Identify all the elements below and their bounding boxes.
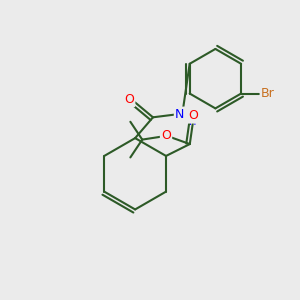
Text: Br: Br bbox=[261, 87, 275, 100]
Text: O: O bbox=[124, 93, 134, 106]
Text: H: H bbox=[189, 117, 197, 127]
Text: N: N bbox=[175, 108, 184, 121]
Text: O: O bbox=[188, 109, 198, 122]
Text: O: O bbox=[161, 129, 171, 142]
